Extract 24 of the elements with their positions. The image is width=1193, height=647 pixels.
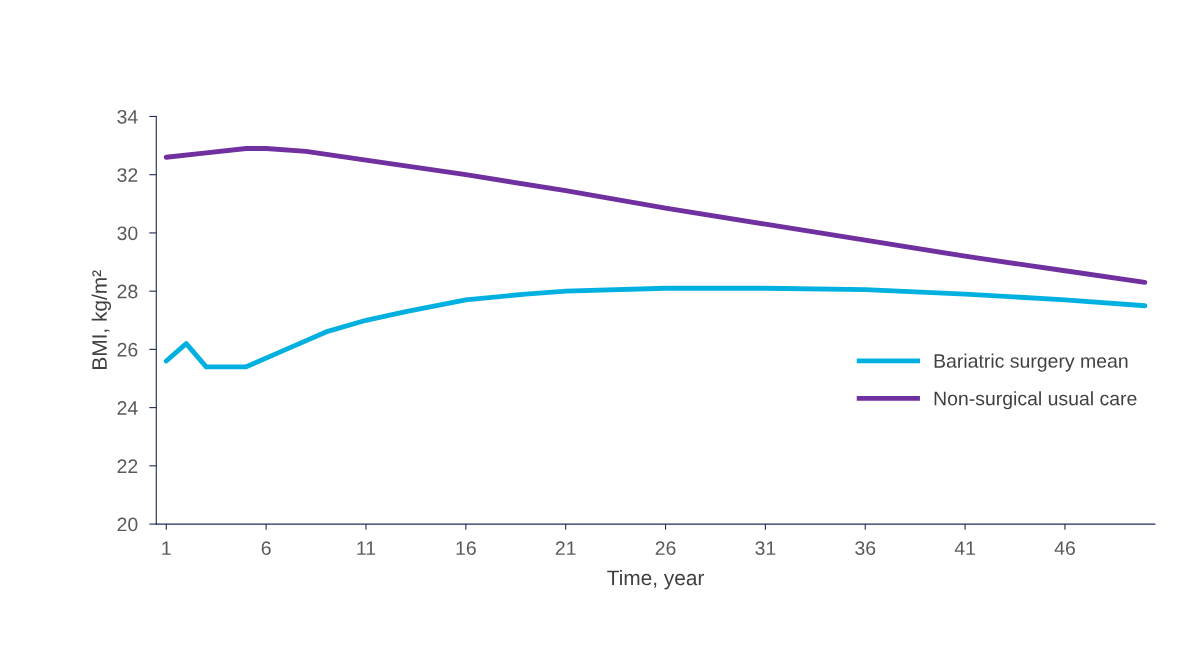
x-tick-label: 31 bbox=[755, 541, 776, 556]
y-tick-label: 26 bbox=[117, 342, 138, 357]
x-tick-label: 41 bbox=[954, 541, 975, 555]
x-axis-title: Time, year bbox=[607, 569, 705, 590]
y-tick-label: 28 bbox=[117, 284, 138, 299]
y-tick-label: 22 bbox=[117, 459, 138, 473]
x-tick-label: 46 bbox=[1054, 541, 1075, 556]
x-tick-label: 16 bbox=[456, 541, 476, 556]
x-tick-label: 21 bbox=[555, 541, 576, 555]
y-tick-label: 34 bbox=[117, 109, 138, 124]
line-series bbox=[163, 146, 1148, 285]
x-tick-label: 1 bbox=[162, 541, 171, 555]
y-tick-label: 32 bbox=[117, 168, 138, 182]
y-tick-label: 24 bbox=[117, 401, 138, 415]
x-tick-label: 26 bbox=[655, 541, 676, 556]
legend-label: Bariatric surgery mean bbox=[934, 353, 1128, 372]
y-tick-label: 20 bbox=[117, 517, 138, 532]
y-tick-label: 30 bbox=[117, 226, 138, 241]
x-tick-label: 6 bbox=[261, 541, 271, 556]
legend-label: Non-surgical usual care bbox=[934, 391, 1137, 410]
line-series bbox=[163, 285, 1148, 370]
x-tick-label: 36 bbox=[855, 541, 876, 556]
y-axis-title: BMI, kg/m² bbox=[91, 270, 112, 369]
x-tick-label: 11 bbox=[357, 541, 376, 555]
